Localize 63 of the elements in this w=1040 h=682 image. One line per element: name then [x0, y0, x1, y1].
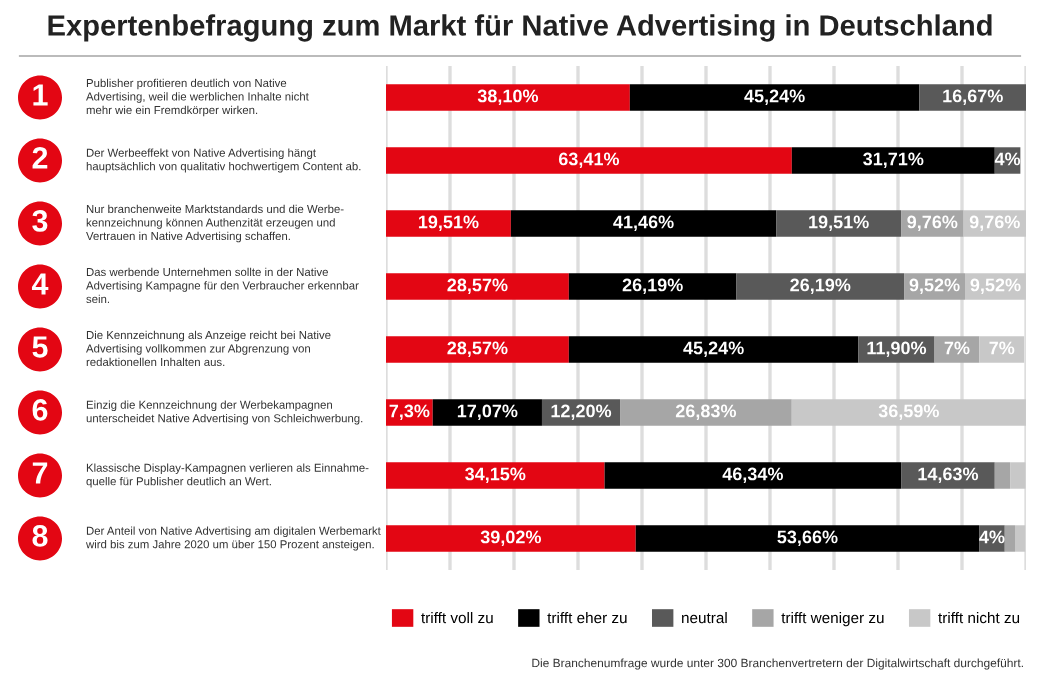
text: 5 [32, 336, 48, 358]
data-label: 4% [979, 530, 1005, 544]
data-label: 9,76% [907, 215, 958, 231]
bar [791, 399, 1026, 426]
bar [1014, 525, 1026, 552]
bar [635, 525, 980, 552]
text: 3 [32, 210, 48, 232]
text: 6 [32, 399, 48, 421]
bar [776, 210, 902, 237]
data-label: 45,24% [683, 341, 744, 357]
bar [1004, 525, 1015, 552]
text: 4 [31, 273, 49, 295]
data-label: 12,20% [551, 404, 612, 420]
bar [386, 273, 569, 300]
text: 2 [32, 147, 48, 169]
data-label: 63,41% [558, 152, 620, 168]
data-label: 9,52% [909, 278, 960, 294]
data-label: 28,57% [447, 278, 508, 294]
data-label: 45,24% [744, 89, 805, 105]
bar [979, 336, 1025, 363]
data-label: 46,34% [722, 467, 783, 483]
bar [386, 336, 569, 363]
data-label: 31,71% [863, 152, 924, 168]
data-label: 17,07% [457, 404, 518, 420]
bar [568, 273, 737, 300]
data-label: 19,51% [809, 215, 869, 231]
data-label: 39,02% [480, 530, 542, 546]
bar [510, 210, 777, 237]
text: 7 [32, 462, 48, 484]
data-label: 26,19% [790, 278, 851, 294]
text: 8 [32, 525, 48, 547]
bar [791, 147, 995, 174]
bar [604, 462, 902, 489]
data-label: 41,46% [613, 215, 674, 231]
data-label: 7% [944, 341, 970, 355]
data-label: 26,83% [675, 404, 737, 420]
bar [934, 336, 980, 363]
bar [386, 462, 605, 489]
data-label: 34,15% [465, 467, 526, 483]
bar [432, 399, 542, 426]
chart-title: Expertenbefragung zum Markt für Native Advertising in Deutschland [48, 14, 992, 42]
bar [736, 273, 905, 300]
bar [620, 399, 792, 426]
bar [386, 210, 511, 237]
text: 1 [33, 84, 48, 106]
bar [629, 84, 920, 111]
data-label: 16,67% [943, 89, 1003, 105]
data-label: 19,51% [418, 215, 479, 231]
data-label: 26,19% [622, 278, 683, 294]
data-label: 28,57% [447, 341, 508, 357]
bar [1010, 462, 1026, 489]
bar [386, 84, 630, 111]
data-label: 7,3% [389, 404, 430, 420]
bar [386, 525, 636, 552]
bar [994, 462, 1011, 489]
data-label: 53,66% [777, 530, 838, 546]
bar [568, 336, 859, 363]
bar [919, 84, 1026, 111]
data-label: 11,90% [867, 341, 927, 357]
bar [386, 147, 792, 174]
data-label: 4% [994, 152, 1021, 166]
data-label: 14,63% [918, 467, 979, 483]
data-label: 38,10% [477, 89, 539, 105]
